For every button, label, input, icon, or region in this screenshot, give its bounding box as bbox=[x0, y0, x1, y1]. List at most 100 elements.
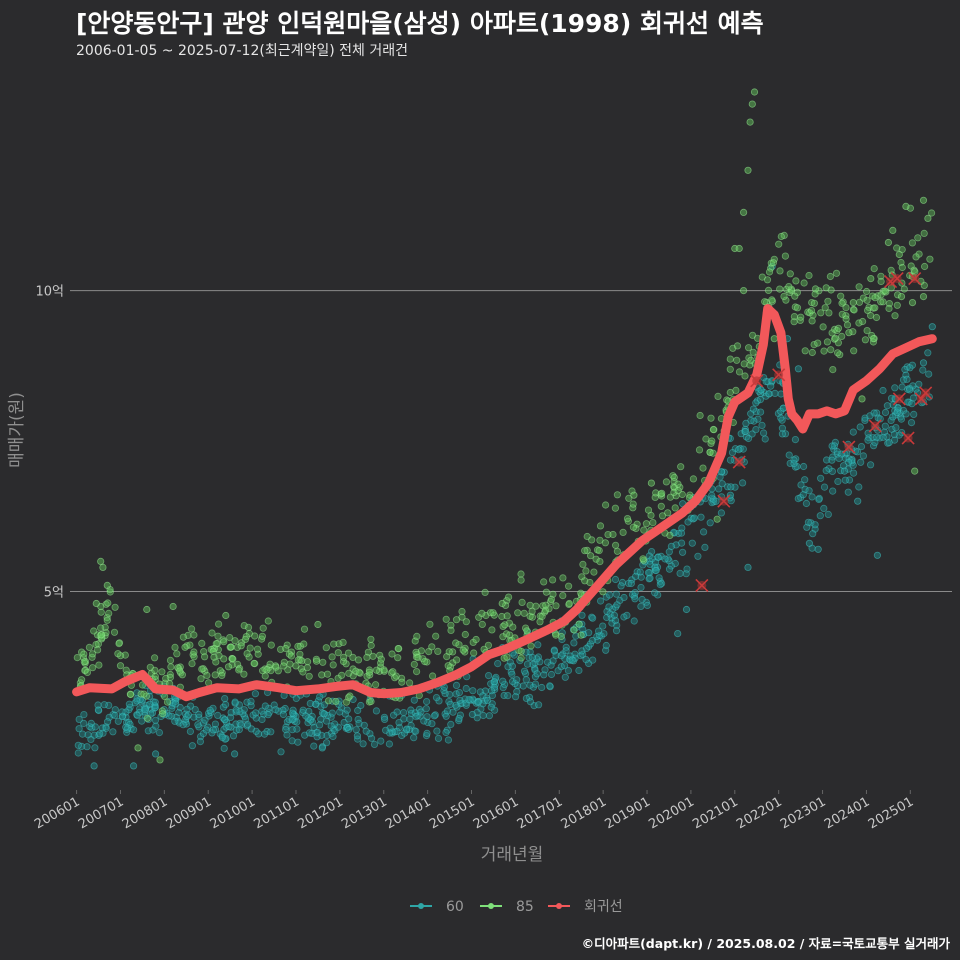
data-point bbox=[398, 678, 406, 686]
data-point bbox=[452, 656, 461, 664]
data-point bbox=[677, 529, 686, 537]
data-point bbox=[346, 692, 354, 700]
data-point bbox=[523, 627, 531, 635]
data-point bbox=[919, 292, 928, 301]
data-point bbox=[733, 342, 742, 350]
data-point bbox=[764, 286, 773, 294]
data-point bbox=[406, 715, 414, 723]
data-point bbox=[194, 721, 202, 729]
data-point bbox=[631, 572, 640, 581]
data-point bbox=[808, 493, 816, 501]
data-point bbox=[744, 563, 752, 572]
data-point bbox=[744, 434, 753, 443]
data-point bbox=[513, 676, 521, 684]
data-point bbox=[595, 546, 603, 555]
data-point bbox=[240, 621, 248, 630]
data-point bbox=[237, 642, 245, 650]
data-point bbox=[327, 722, 335, 730]
prediction-marker bbox=[772, 368, 786, 382]
data-point bbox=[103, 613, 111, 622]
data-point bbox=[478, 620, 486, 629]
data-point bbox=[612, 590, 621, 598]
data-point bbox=[486, 609, 495, 617]
data-point bbox=[215, 620, 223, 628]
data-point bbox=[709, 449, 717, 457]
data-point bbox=[763, 276, 772, 284]
data-point bbox=[670, 473, 678, 482]
x-tick-label: 201601 bbox=[471, 794, 521, 832]
data-point bbox=[428, 643, 436, 651]
data-point bbox=[701, 543, 709, 552]
data-point bbox=[114, 717, 122, 725]
data-point bbox=[733, 356, 741, 364]
data-point bbox=[542, 588, 551, 596]
data-point bbox=[508, 670, 516, 678]
prediction-marker bbox=[908, 271, 922, 286]
data-point bbox=[570, 639, 578, 647]
data-point bbox=[293, 725, 301, 733]
x-tick-label: 201901 bbox=[603, 794, 653, 832]
data-point bbox=[472, 635, 480, 644]
data-point bbox=[856, 423, 864, 431]
data-point bbox=[840, 467, 849, 475]
data-point bbox=[562, 647, 570, 655]
data-point bbox=[792, 277, 800, 285]
data-point bbox=[775, 240, 783, 248]
data-point bbox=[363, 672, 371, 680]
legend-label: 회귀선 bbox=[584, 899, 623, 915]
data-point bbox=[127, 690, 135, 699]
data-point bbox=[757, 386, 765, 394]
data-point bbox=[394, 644, 402, 653]
data-point bbox=[75, 715, 83, 724]
data-point bbox=[319, 658, 327, 666]
data-point bbox=[708, 491, 716, 499]
data-point bbox=[478, 609, 486, 618]
chart-subtitle: 2006-01-05 ~ 2025-07-12(최근계약일) 전체 거래건 bbox=[76, 43, 408, 59]
data-point bbox=[138, 717, 146, 725]
data-point bbox=[631, 588, 639, 597]
data-point bbox=[115, 639, 123, 648]
data-point bbox=[504, 593, 513, 601]
data-point bbox=[748, 100, 756, 108]
data-point bbox=[260, 730, 269, 738]
data-point bbox=[820, 347, 828, 355]
data-point bbox=[111, 711, 119, 720]
data-point bbox=[908, 400, 916, 408]
data-point bbox=[314, 620, 322, 629]
data-point bbox=[241, 635, 249, 644]
data-point bbox=[750, 88, 759, 96]
data-point bbox=[372, 707, 380, 715]
data-point bbox=[89, 650, 97, 658]
data-point bbox=[329, 732, 337, 741]
legend-item-2: 회귀선 bbox=[548, 899, 623, 915]
data-point bbox=[362, 727, 370, 735]
data-point bbox=[744, 166, 752, 174]
data-point bbox=[771, 389, 779, 397]
data-point bbox=[323, 670, 332, 678]
data-point bbox=[863, 306, 872, 314]
prediction-cross bbox=[868, 419, 882, 433]
source-caption: ©디아파트(dapt.kr) / 2025.08.02 / 자료=국토교통부 실… bbox=[581, 936, 950, 951]
data-point bbox=[183, 705, 191, 713]
data-point bbox=[519, 682, 527, 690]
data-point bbox=[920, 229, 928, 237]
data-point bbox=[552, 631, 560, 639]
prediction-marker bbox=[695, 578, 709, 592]
x-tick-label: 201501 bbox=[427, 794, 477, 832]
data-point bbox=[151, 703, 159, 712]
data-point bbox=[835, 454, 843, 462]
data-point bbox=[447, 621, 455, 629]
data-point bbox=[801, 485, 809, 493]
data-point bbox=[133, 697, 141, 705]
data-point bbox=[312, 657, 321, 665]
data-point bbox=[520, 667, 529, 675]
data-point bbox=[517, 570, 525, 578]
data-point bbox=[479, 711, 487, 720]
y-axis-title: 매매가(원) bbox=[7, 392, 27, 468]
data-point bbox=[552, 602, 560, 610]
data-point bbox=[726, 456, 735, 464]
data-point bbox=[717, 509, 726, 517]
data-point bbox=[754, 415, 762, 423]
regression-line bbox=[72, 304, 937, 702]
data-point bbox=[114, 650, 122, 658]
